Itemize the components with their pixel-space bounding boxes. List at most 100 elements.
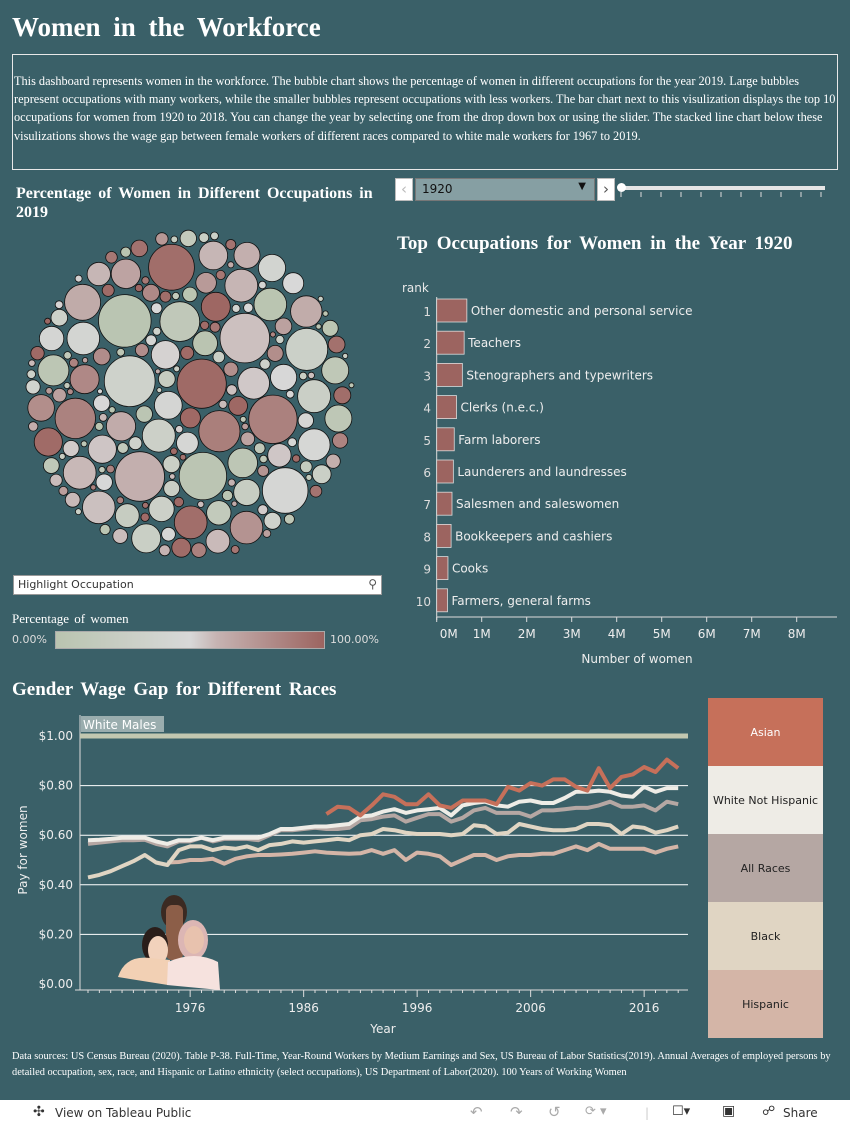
occupation-bubble[interactable]: [28, 359, 36, 367]
occupation-bubble[interactable]: [241, 422, 249, 431]
occupation-bubble[interactable]: [179, 453, 187, 461]
occupation-bubble[interactable]: [285, 389, 295, 399]
occupation-bubble[interactable]: [205, 528, 231, 554]
occupation-bubble[interactable]: [171, 292, 180, 301]
occupation-bubble[interactable]: [224, 268, 259, 303]
occupation-bubble[interactable]: [322, 310, 329, 317]
occupation-bubble[interactable]: [134, 283, 143, 293]
occupation-bubble[interactable]: [27, 394, 55, 422]
occupation-bubble[interactable]: [317, 295, 324, 302]
occupation-bubble[interactable]: [285, 327, 329, 371]
occupation-bubble[interactable]: [263, 511, 282, 530]
occupation-bubble[interactable]: [229, 510, 264, 545]
occupation-bubble[interactable]: [287, 437, 298, 448]
occupation-bubble[interactable]: [64, 283, 101, 321]
occupation-bubble[interactable]: [154, 391, 183, 420]
occupation-bubble[interactable]: [128, 436, 143, 451]
occupation-bubble[interactable]: [315, 323, 322, 330]
occupation-bubble[interactable]: [227, 261, 235, 269]
legend-item-all-races[interactable]: All Races: [708, 834, 823, 902]
occupation-bubble[interactable]: [311, 464, 332, 485]
legend-item-white-not-hispanic[interactable]: White Not Hispanic: [708, 766, 823, 834]
occupation-bubble[interactable]: [305, 473, 313, 481]
share-icon[interactable]: ☍: [762, 1104, 776, 1119]
occupation-bubble[interactable]: [94, 421, 104, 431]
occupation-bubble[interactable]: [215, 270, 226, 281]
occupation-bubble[interactable]: [63, 381, 71, 389]
occupation-bubble[interactable]: [169, 473, 176, 480]
fullscreen-icon[interactable]: ▣: [722, 1103, 736, 1119]
occupation-bubble[interactable]: [309, 484, 323, 498]
occupation-bubble[interactable]: [170, 235, 179, 244]
legend-item-asian[interactable]: Asian: [708, 698, 823, 766]
occupation-bubble[interactable]: [257, 254, 286, 283]
occupation-bubble[interactable]: [49, 473, 63, 487]
occupation-bubble[interactable]: [38, 325, 65, 352]
occupation-bubble[interactable]: [161, 526, 176, 542]
occupation-bubble[interactable]: [240, 431, 256, 447]
occupation-bubble[interactable]: [223, 361, 239, 377]
year-dropdown[interactable]: 1920 ▼: [415, 178, 595, 201]
occupation-bubble[interactable]: [239, 415, 247, 423]
redo-icon[interactable]: ↷: [510, 1103, 523, 1121]
occupation-bubble[interactable]: [99, 523, 111, 535]
occupation-bubble[interactable]: [82, 357, 89, 364]
occupation-bubble[interactable]: [64, 491, 81, 508]
occupation-bubble[interactable]: [299, 371, 308, 381]
occupation-bubble[interactable]: [333, 386, 352, 405]
occupation-bubble[interactable]: [54, 300, 64, 309]
occupation-bubble[interactable]: [179, 229, 197, 247]
occupation-bubble[interactable]: [283, 513, 295, 525]
occupation-bubble[interactable]: [98, 413, 108, 422]
occupation-bubble[interactable]: [159, 301, 201, 342]
occupation-bubble[interactable]: [299, 460, 313, 474]
occupation-bubble[interactable]: [218, 399, 228, 409]
occupation-bubble[interactable]: [162, 455, 181, 474]
occupation-bubble[interactable]: [297, 379, 332, 414]
year-slider-track[interactable]: [620, 186, 825, 190]
occupation-bubble[interactable]: [116, 347, 125, 357]
occupation-bubble[interactable]: [231, 500, 238, 507]
occupation-bubble[interactable]: [150, 302, 163, 314]
occupation-bubble[interactable]: [348, 382, 355, 389]
occupation-bubble[interactable]: [297, 428, 331, 462]
occupation-bubble[interactable]: [274, 317, 293, 336]
occupation-bubble[interactable]: [198, 410, 241, 453]
occupation-bubble[interactable]: [227, 478, 236, 487]
occupation-bubble[interactable]: [192, 330, 218, 357]
occupation-bubble[interactable]: [233, 478, 261, 506]
occupation-bubble[interactable]: [262, 467, 309, 514]
occupation-bubble[interactable]: [66, 321, 100, 356]
occupation-bubble[interactable]: [86, 261, 111, 287]
occupation-bubble[interactable]: [25, 379, 41, 395]
occupation-bubble[interactable]: [159, 290, 172, 303]
occupation-bubble[interactable]: [259, 358, 271, 370]
occupation-bubble[interactable]: [321, 356, 350, 385]
occupation-bubble[interactable]: [74, 274, 83, 283]
occupation-bubble[interactable]: [197, 500, 205, 508]
occupation-bubble[interactable]: [95, 473, 113, 491]
occupation-bubble[interactable]: [82, 490, 116, 525]
occupation-bubble[interactable]: [253, 287, 287, 322]
occupation-bubble[interactable]: [176, 431, 199, 455]
occupation-bubble[interactable]: [173, 365, 181, 373]
occupation-bubble[interactable]: [324, 404, 353, 433]
occupation-bubble[interactable]: [173, 505, 208, 540]
occupation-bubble[interactable]: [210, 231, 219, 241]
occupation-bubble[interactable]: [227, 447, 258, 479]
occupation-bubble[interactable]: [108, 406, 116, 414]
occupation-bubble[interactable]: [130, 239, 149, 258]
occupation-bubble[interactable]: [226, 384, 238, 396]
occupation-bubble[interactable]: [112, 528, 128, 544]
occupation-bubble[interactable]: [69, 364, 100, 395]
occupation-bubble[interactable]: [117, 442, 129, 454]
occupation-bubble[interactable]: [97, 388, 103, 395]
refresh-icon[interactable]: ⟳ ▾: [585, 1104, 607, 1119]
occupation-bubble[interactable]: [178, 452, 227, 501]
occupation-bubble[interactable]: [297, 412, 314, 429]
occupation-bubble[interactable]: [269, 331, 276, 338]
occupation-bubble[interactable]: [30, 346, 45, 361]
occupation-bubble[interactable]: [158, 544, 171, 557]
occupation-bubble[interactable]: [282, 272, 305, 295]
occupation-bubble[interactable]: [69, 358, 79, 368]
